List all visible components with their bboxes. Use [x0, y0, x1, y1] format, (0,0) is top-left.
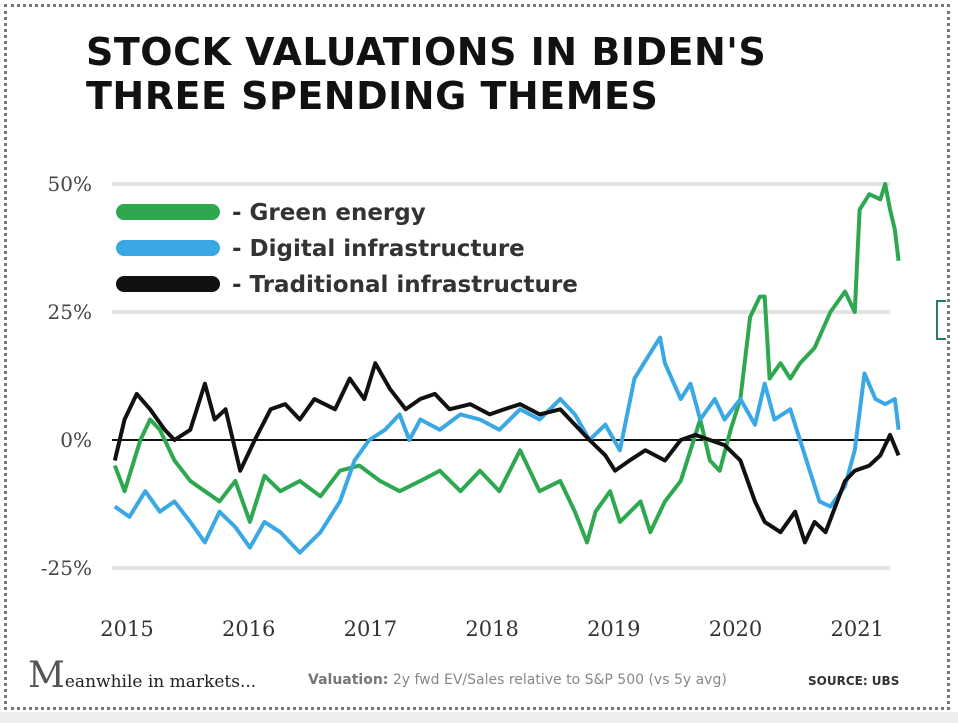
source: SOURCE: UBS — [808, 674, 900, 688]
x-tick-label: 2015 — [100, 617, 153, 641]
x-tick-label: 2020 — [709, 617, 762, 641]
series-line-2 — [112, 361, 901, 545]
bracket-decoration — [936, 300, 946, 340]
x-tick-label: 2017 — [344, 617, 397, 641]
legend-label: - Digital infrastructure — [232, 236, 525, 262]
logo-text: eanwhile in markets... — [64, 672, 257, 692]
note-text: 2y fwd EV/Sales relative to S&P 500 (vs … — [392, 672, 727, 688]
valuation-note: Valuation: 2y fwd EV/Sales relative to S… — [308, 672, 727, 688]
y-tick-label: 50% — [48, 172, 92, 196]
note-label: Valuation: — [308, 672, 389, 688]
series-line-0 — [112, 182, 901, 545]
bottom-bar — [0, 712, 958, 723]
x-tick-label: 2019 — [587, 617, 640, 641]
logo: Meanwhile in markets... — [28, 655, 256, 696]
chart-title: STOCK VALUATIONS IN BIDEN'S THREE SPENDI… — [86, 30, 767, 118]
legend-label: - Traditional infrastructure — [232, 272, 578, 298]
y-tick-label: 0% — [60, 428, 92, 452]
x-tick-label: 2021 — [830, 617, 883, 641]
y-tick-label: 25% — [48, 300, 92, 324]
x-tick-label: 2016 — [222, 617, 275, 641]
series-line-1 — [113, 335, 901, 555]
y-tick-label: -25% — [41, 556, 92, 580]
legend-label: - Green energy — [232, 200, 426, 226]
x-tick-label: 2018 — [465, 617, 518, 641]
logo-initial: M — [28, 655, 65, 696]
dotted-frame — [4, 4, 950, 710]
